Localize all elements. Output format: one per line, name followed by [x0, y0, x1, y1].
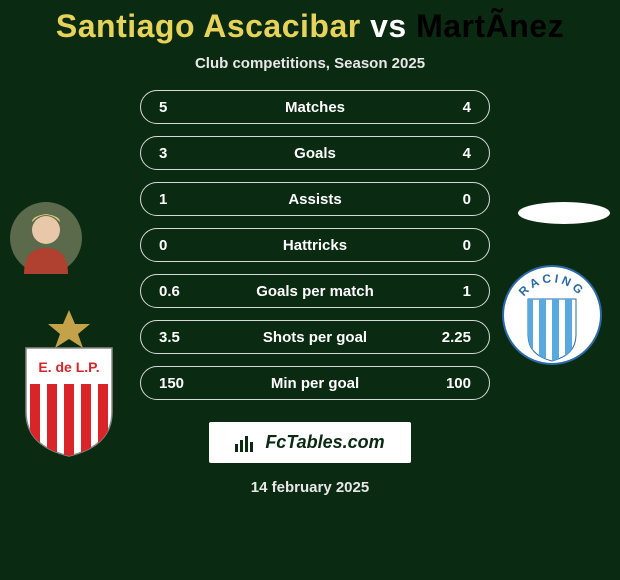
- stat-value-left: 5: [159, 99, 209, 116]
- stat-value-left: 3: [159, 145, 209, 162]
- title-player-1: Santiago Ascacibar: [56, 8, 361, 44]
- stat-row: 3.5Shots per goal2.25: [140, 320, 490, 354]
- stat-label: Min per goal: [209, 375, 421, 392]
- stat-label: Assists: [209, 191, 421, 208]
- stat-value-right: 4: [421, 99, 471, 116]
- stat-value-left: 150: [159, 375, 209, 392]
- stat-label: Goals: [209, 145, 421, 162]
- subtitle: Club competitions, Season 2025: [0, 55, 620, 72]
- stat-row: 0.6Goals per match1: [140, 274, 490, 308]
- page-title: Santiago Ascacibar vs MartÃ­nez: [0, 0, 620, 45]
- stats-table: 5Matches43Goals41Assists00Hattricks00.6G…: [140, 90, 490, 412]
- stat-value-right: 100: [421, 375, 471, 392]
- club-logo-left: E. de L.P.: [18, 308, 120, 463]
- stat-row: 0Hattricks0: [140, 228, 490, 262]
- stat-label: Matches: [209, 99, 421, 116]
- stat-value-left: 0.6: [159, 283, 209, 300]
- comparison-main: E. de L.P. RACING 5Matches43Goals41Assis…: [0, 90, 620, 410]
- footer-date: 14 february 2025: [0, 479, 620, 496]
- stat-row: 1Assists0: [140, 182, 490, 216]
- title-player-2: MartÃ­nez: [416, 8, 564, 44]
- title-vs: vs: [361, 8, 416, 44]
- stat-row: 5Matches4: [140, 90, 490, 124]
- brand-text: FcTables.com: [265, 432, 384, 453]
- stat-value-right: 4: [421, 145, 471, 162]
- stat-row: 150Min per goal100: [140, 366, 490, 400]
- club-logo-right: RACING: [502, 265, 602, 370]
- stat-label: Shots per goal: [209, 329, 421, 346]
- stat-value-left: 0: [159, 237, 209, 254]
- stat-value-right: 2.25: [421, 329, 471, 346]
- stat-value-left: 1: [159, 191, 209, 208]
- brand-bars-icon: [235, 434, 257, 452]
- svg-text:E. de L.P.: E. de L.P.: [38, 359, 99, 375]
- stat-value-right: 0: [421, 237, 471, 254]
- stat-value-right: 1: [421, 283, 471, 300]
- player-1-avatar: [10, 202, 82, 279]
- player-2-avatar: [518, 202, 610, 229]
- stat-value-left: 3.5: [159, 329, 209, 346]
- stat-row: 3Goals4: [140, 136, 490, 170]
- stat-value-right: 0: [421, 191, 471, 208]
- stat-label: Hattricks: [209, 237, 421, 254]
- stat-label: Goals per match: [209, 283, 421, 300]
